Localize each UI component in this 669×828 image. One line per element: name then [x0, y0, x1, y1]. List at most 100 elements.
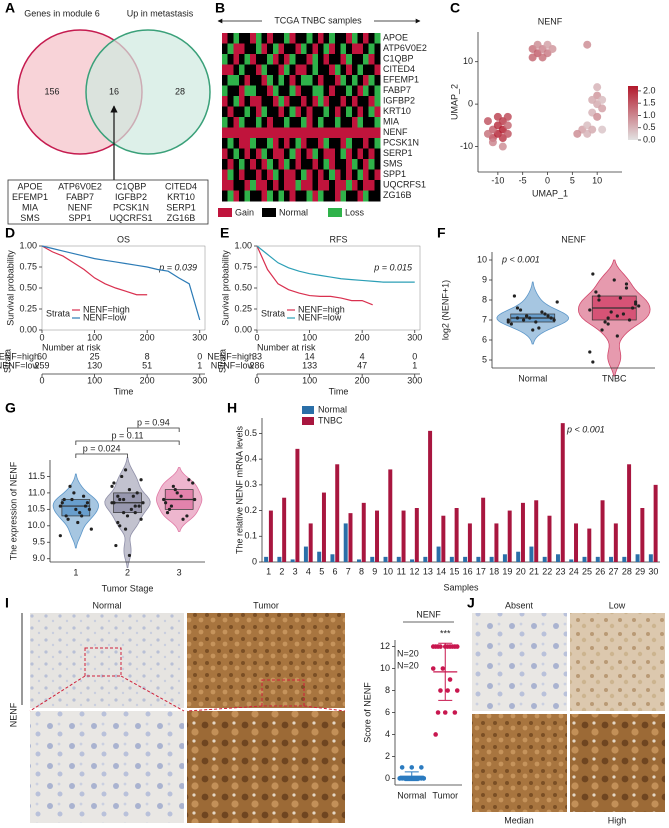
heatmap-cell: [272, 64, 279, 76]
heatmap-cell: [289, 43, 296, 55]
heatmap-cell: [284, 159, 291, 170]
heatmap-cell: [250, 159, 257, 170]
x-tick-label: 28: [622, 566, 632, 576]
bar: [481, 497, 486, 562]
gene-name: MIA: [22, 202, 38, 212]
heatmap-cell: [312, 138, 319, 149]
p-value: p < 0.001: [501, 254, 540, 264]
heatmap-cell: [368, 148, 375, 160]
bar: [454, 508, 459, 562]
heatmap-cell: [289, 96, 296, 107]
p-value: p = 0.11: [111, 430, 143, 440]
heatmap-cell: [295, 54, 302, 65]
x-tick-label: 100: [87, 375, 102, 385]
heatmap-cell: [346, 169, 353, 181]
heatmap-cell: [346, 159, 353, 170]
heatmap-cell: [351, 96, 358, 107]
heatmap-cell: [329, 117, 336, 128]
data-point: [624, 282, 629, 286]
heatmap-cell: [284, 138, 291, 149]
heatmap-cell: [346, 54, 353, 65]
venn-count: 16: [109, 86, 119, 96]
gene-name: KRT10: [167, 192, 195, 202]
data-point: [430, 666, 436, 671]
data-point: [169, 504, 174, 508]
heatmap-cell: [227, 127, 234, 139]
heatmap-cell: [289, 85, 296, 97]
x-tick-label: 7: [346, 566, 351, 576]
data-point: [89, 527, 93, 531]
x-tick-label: 30: [648, 566, 658, 576]
data-point: [131, 494, 135, 498]
risk-count: 259: [34, 360, 49, 370]
bar: [600, 500, 605, 562]
heatmap-cell: [351, 75, 358, 86]
heatmap-cell: [346, 138, 353, 149]
data-point: [609, 310, 613, 314]
risk-count: 0: [412, 351, 417, 361]
x-axis-label: UMAP_1: [532, 188, 568, 198]
heatmap-cell: [306, 138, 313, 149]
heatmap-cell: [351, 180, 358, 191]
bar: [653, 484, 658, 562]
chart-title: RFS: [330, 234, 348, 244]
heatmap-cell: [255, 180, 262, 191]
heatmap-cell: [250, 43, 257, 55]
heatmap-cell: [306, 43, 313, 55]
heatmap-cell: [317, 75, 324, 86]
risk-count: 47: [357, 360, 367, 370]
heatmap-cell: [295, 106, 302, 118]
heatmap-cell: [255, 64, 262, 76]
heatmap-cell: [272, 148, 279, 160]
x-tick-label: 17: [476, 566, 486, 576]
heatmap-cell: [272, 190, 279, 202]
heatmap-cell: [374, 85, 381, 97]
survival-curve: [41, 245, 148, 296]
heatmap-cell: [267, 138, 274, 149]
heatmap-cell: [227, 159, 234, 170]
heatmap-cell: [306, 75, 313, 86]
data-point: [537, 326, 541, 330]
heatmap-cell: [238, 190, 245, 202]
x-tick-label: 25: [582, 566, 592, 576]
heatmap-cell: [363, 190, 370, 202]
heatmap-cell: [284, 64, 291, 76]
heatmap-cell: [233, 64, 240, 76]
heatmap-cell: [261, 117, 268, 128]
x-tick-label: 8: [359, 566, 364, 576]
heatmap-cell: [255, 43, 262, 55]
heatmap-cell: [368, 169, 375, 181]
data-point: [440, 666, 446, 671]
n-label: N=20: [397, 660, 419, 670]
bar: [635, 554, 640, 562]
heatmap-cell: [357, 106, 364, 118]
heatmap-cell: [374, 159, 381, 170]
gene-name: ZG16B: [167, 213, 196, 223]
comparison-bracket: [127, 427, 180, 432]
data-point: [630, 306, 635, 310]
x-tick-label: 2: [125, 567, 130, 577]
x-tick-label: TNBC: [602, 373, 627, 383]
row-label: MIA: [383, 117, 399, 127]
data-point: [452, 710, 458, 715]
heatmap-cell: [238, 138, 245, 149]
data-point: [85, 501, 90, 505]
cell-point: [528, 53, 537, 62]
data-point: [80, 514, 84, 518]
heatmap-cell: [227, 148, 234, 160]
cell-point: [488, 138, 497, 147]
heatmap-cell: [244, 138, 251, 149]
heatmap-cell: [374, 148, 381, 160]
data-point: [72, 491, 76, 495]
heatmap-cell: [250, 85, 257, 97]
heatmap-cell: [278, 106, 285, 118]
data-point: [114, 543, 118, 548]
heatmap-cell: [346, 106, 353, 118]
bar: [343, 523, 348, 562]
heatmap-cell: [329, 33, 336, 44]
heatmap-cell: [334, 33, 341, 44]
heatmap-cell: [301, 117, 307, 128]
heatmap-cell: [374, 43, 381, 55]
heatmap-cell: [323, 43, 330, 55]
heatmap-cell: [278, 148, 285, 160]
